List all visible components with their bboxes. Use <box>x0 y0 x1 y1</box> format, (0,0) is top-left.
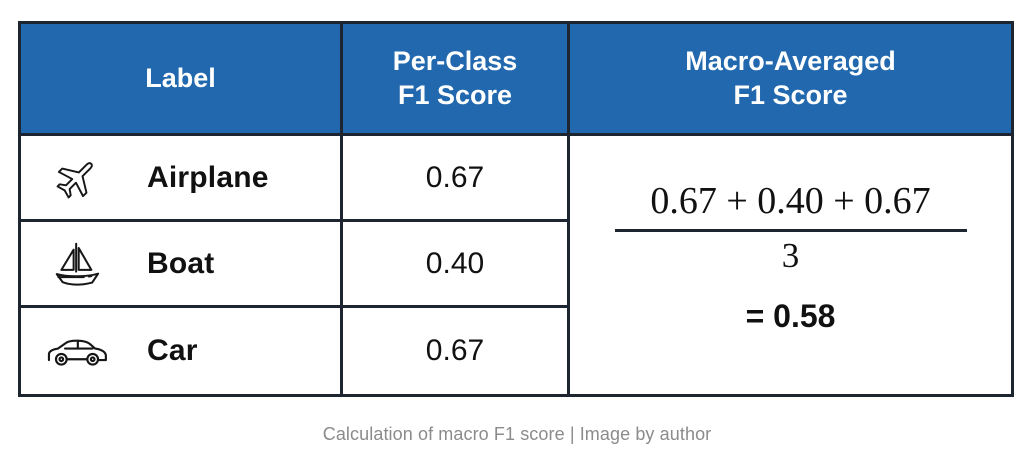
header-cell-per-class: Per-Class F1 Score <box>343 24 570 136</box>
header-label-text: Label <box>145 62 216 93</box>
macro-fraction: 0.67 + 0.40 + 0.67 3 <box>614 179 967 276</box>
header-per-class-text: Per-Class F1 Score <box>392 45 518 110</box>
row-label: Car <box>147 334 198 367</box>
table-cell-car-score: 0.67 <box>343 308 570 394</box>
table-row-car-label: Car <box>21 308 343 394</box>
fraction-bar <box>614 228 967 232</box>
table-cell-boat-score: 0.40 <box>343 222 570 308</box>
boat-icon <box>43 233 111 295</box>
fraction-denominator: 3 <box>781 235 800 275</box>
header-cell-label: Label <box>21 24 343 136</box>
figure-caption: Calculation of macro F1 score | Image by… <box>322 424 712 444</box>
macro-average-cell: 0.67 + 0.40 + 0.67 3 = 0.58 <box>570 136 1011 394</box>
table-row-airplane-label: Airplane <box>21 136 343 222</box>
score-value: 0.40 <box>425 246 485 280</box>
row-label: Airplane <box>147 160 269 194</box>
header-macro-text: Macro-Averaged F1 Score <box>685 45 896 110</box>
airplane-icon <box>43 147 111 209</box>
header-cell-macro: Macro-Averaged F1 Score <box>570 24 1011 136</box>
score-value: 0.67 <box>425 334 485 367</box>
car-icon <box>43 320 111 382</box>
fraction-numerator: 0.67 + 0.40 + 0.67 <box>650 179 931 222</box>
row-label: Boat <box>147 246 215 280</box>
table-cell-airplane-score: 0.67 <box>343 136 570 222</box>
table-row-boat-label: Boat <box>21 222 343 308</box>
macro-f1-table: Label Per-Class F1 Score Macro-Averaged … <box>18 21 1014 397</box>
macro-result: = 0.58 <box>745 298 836 335</box>
score-value: 0.67 <box>425 160 485 194</box>
